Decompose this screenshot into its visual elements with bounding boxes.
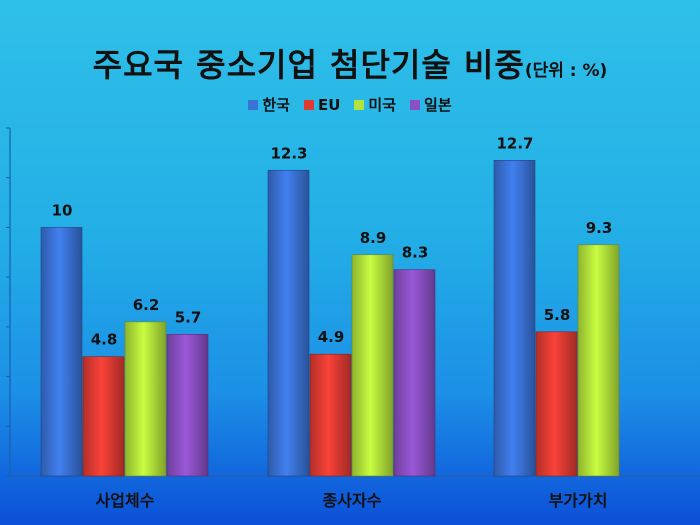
legend-swatch-usa [354,99,365,110]
legend-swatch-japan [410,99,421,110]
legend-label-japan: 일본 [424,96,452,114]
bar-1-2 [351,254,394,477]
legend-swatch-korea [248,99,259,110]
bar-2-1 [535,331,578,477]
legend-swatch-eu [303,99,314,110]
chart-title: 주요국 중소기업 첨단기술 비중(단위 : %) [0,40,700,86]
data-label-0-3: 5.7 [175,308,202,326]
data-label-1-3: 8.3 [402,244,429,262]
unit-label: (단위 : %) [524,61,608,81]
bar-2-2 [577,244,620,477]
bar-1-1 [309,353,352,477]
legend-item-usa: 미국 [354,94,396,115]
legend-label-eu: EU [317,95,341,114]
data-label-1-2: 8.9 [360,229,387,247]
legend-item-korea: 한국 [248,94,290,115]
bar-2-0 [493,160,536,477]
bar-1-0 [267,169,310,477]
category-label-2: 부가가치 [549,491,608,510]
data-label-1-0: 12.3 [270,144,307,162]
data-label-1-1: 4.9 [318,328,345,346]
data-label-0-2: 6.2 [133,296,160,314]
data-label-0-0: 10 [52,201,73,219]
chart-title-text: 주요국 중소기업 첨단기술 비중 [92,46,525,84]
data-label-0-1: 4.8 [91,331,118,349]
legend: 한국 EU 미국 일본 [0,94,700,115]
bar-0-0 [40,227,83,477]
legend-label-korea: 한국 [262,96,290,114]
category-label-0: 사업체수 [96,491,155,510]
legend-item-eu: EU [303,94,341,115]
bar-0-1 [82,356,125,477]
legend-item-japan: 일본 [410,94,452,115]
bar-1-3 [393,269,436,477]
bar-0-3 [166,334,209,477]
data-label-2-0: 12.7 [496,134,533,152]
bar-0-2 [124,321,167,477]
category-label-1: 종사자수 [323,491,382,510]
data-label-2-2: 9.3 [586,219,613,237]
data-label-2-1: 5.8 [544,306,571,324]
legend-label-usa: 미국 [368,96,397,114]
